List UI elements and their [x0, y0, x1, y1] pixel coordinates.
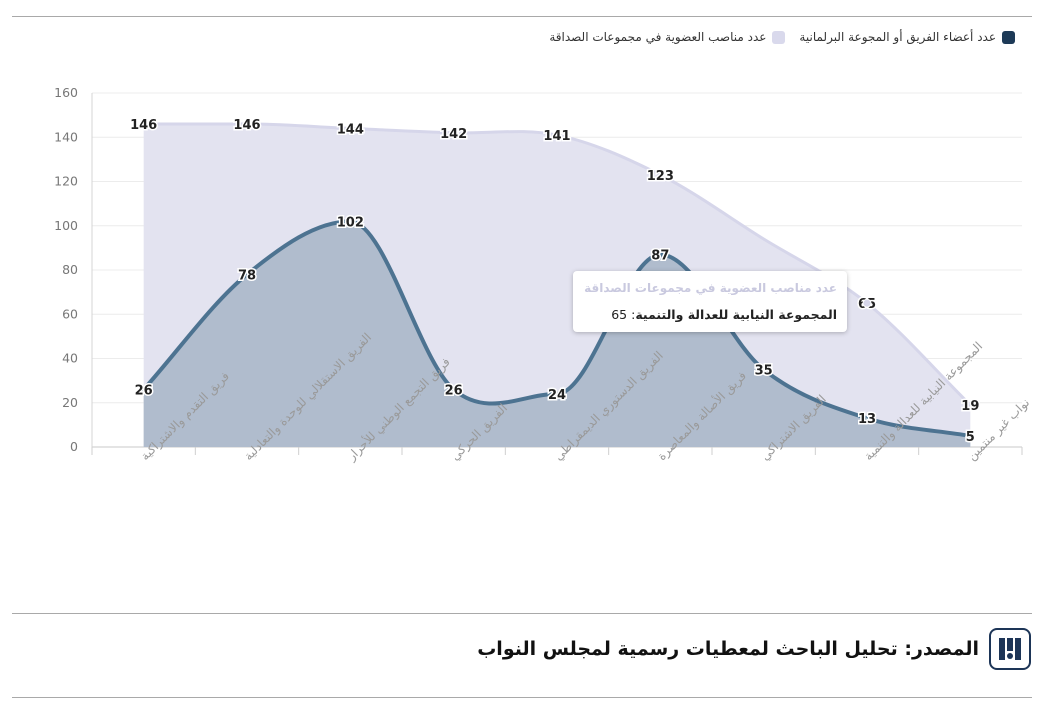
data-label: 142	[440, 127, 467, 142]
data-label: 5	[966, 430, 975, 445]
tooltip-line: المجموعة النيابية للعدالة والتنمية: 65	[611, 307, 837, 322]
legend-swatch-members	[1002, 30, 1015, 44]
legend-item-members[interactable]: عدد أعضاء الفريق أو المجوعة البرلمانية	[799, 30, 1015, 44]
legend-label-members: عدد أعضاء الفريق أو المجوعة البرلمانية	[799, 30, 996, 44]
y-tick-label: 100	[54, 218, 78, 233]
data-label: 146	[130, 118, 157, 133]
data-label: 26	[135, 383, 153, 398]
chart-legend: عدد مناصب العضوية في مجموعات الصداقة عدد…	[549, 30, 1015, 44]
data-label: 102	[337, 215, 364, 230]
series-line-0	[142, 122, 972, 407]
data-label: 35	[755, 364, 773, 379]
legend-item-friendship[interactable]: عدد مناصب العضوية في مجموعات الصداقة	[549, 30, 786, 44]
series-area-1	[143, 221, 971, 447]
data-label: 123	[647, 169, 674, 184]
data-label: 144	[337, 122, 364, 137]
source-top-rule	[12, 613, 1032, 614]
data-label: 141	[543, 129, 570, 144]
data-label: 87	[651, 249, 669, 264]
publisher-logo	[989, 628, 1031, 670]
data-label: 13	[858, 412, 876, 427]
y-tick-label: 40	[62, 351, 78, 366]
y-tick-label: 20	[62, 395, 78, 410]
y-tick-label: 0	[70, 439, 78, 454]
data-label: 146	[233, 118, 260, 133]
bottom-rule	[12, 697, 1032, 698]
y-tick-label: 160	[54, 85, 78, 100]
source-text: المصدر: تحليل الباحث لمعطيات رسمية لمجلس…	[477, 638, 979, 660]
hover-marker	[862, 298, 872, 308]
area-chart: 0 20 40 60 80 100 120 140 160 146 146 144 142 141 123 6…	[54, 85, 1033, 465]
tooltip-category: المجموعة النيابية للعدالة والتنمية	[635, 307, 837, 322]
legend-swatch-friendship	[772, 30, 786, 44]
y-tick-label: 140	[54, 129, 78, 144]
chart-tooltip: عدد مناصب العضوية في مجموعات الصداقة الم…	[573, 271, 847, 332]
data-label: 78	[238, 268, 256, 283]
top-rule	[12, 16, 1032, 17]
tooltip-value: 65	[611, 307, 628, 322]
y-tick-label: 80	[62, 262, 78, 277]
y-tick-label: 120	[54, 174, 78, 189]
tooltip-title: عدد مناصب العضوية في مجموعات الصداقة	[584, 281, 837, 295]
data-label: 24	[548, 388, 566, 403]
legend-label-friendship: عدد مناصب العضوية في مجموعات الصداقة	[549, 30, 767, 44]
series-line-1	[141, 219, 973, 438]
data-label: 19	[961, 399, 979, 414]
source-block: المصدر: تحليل الباحث لمعطيات رسمية لمجلس…	[477, 628, 1031, 670]
y-tick-label: 60	[62, 306, 78, 321]
logo-icon	[999, 638, 1021, 660]
data-label: 26	[445, 383, 463, 398]
